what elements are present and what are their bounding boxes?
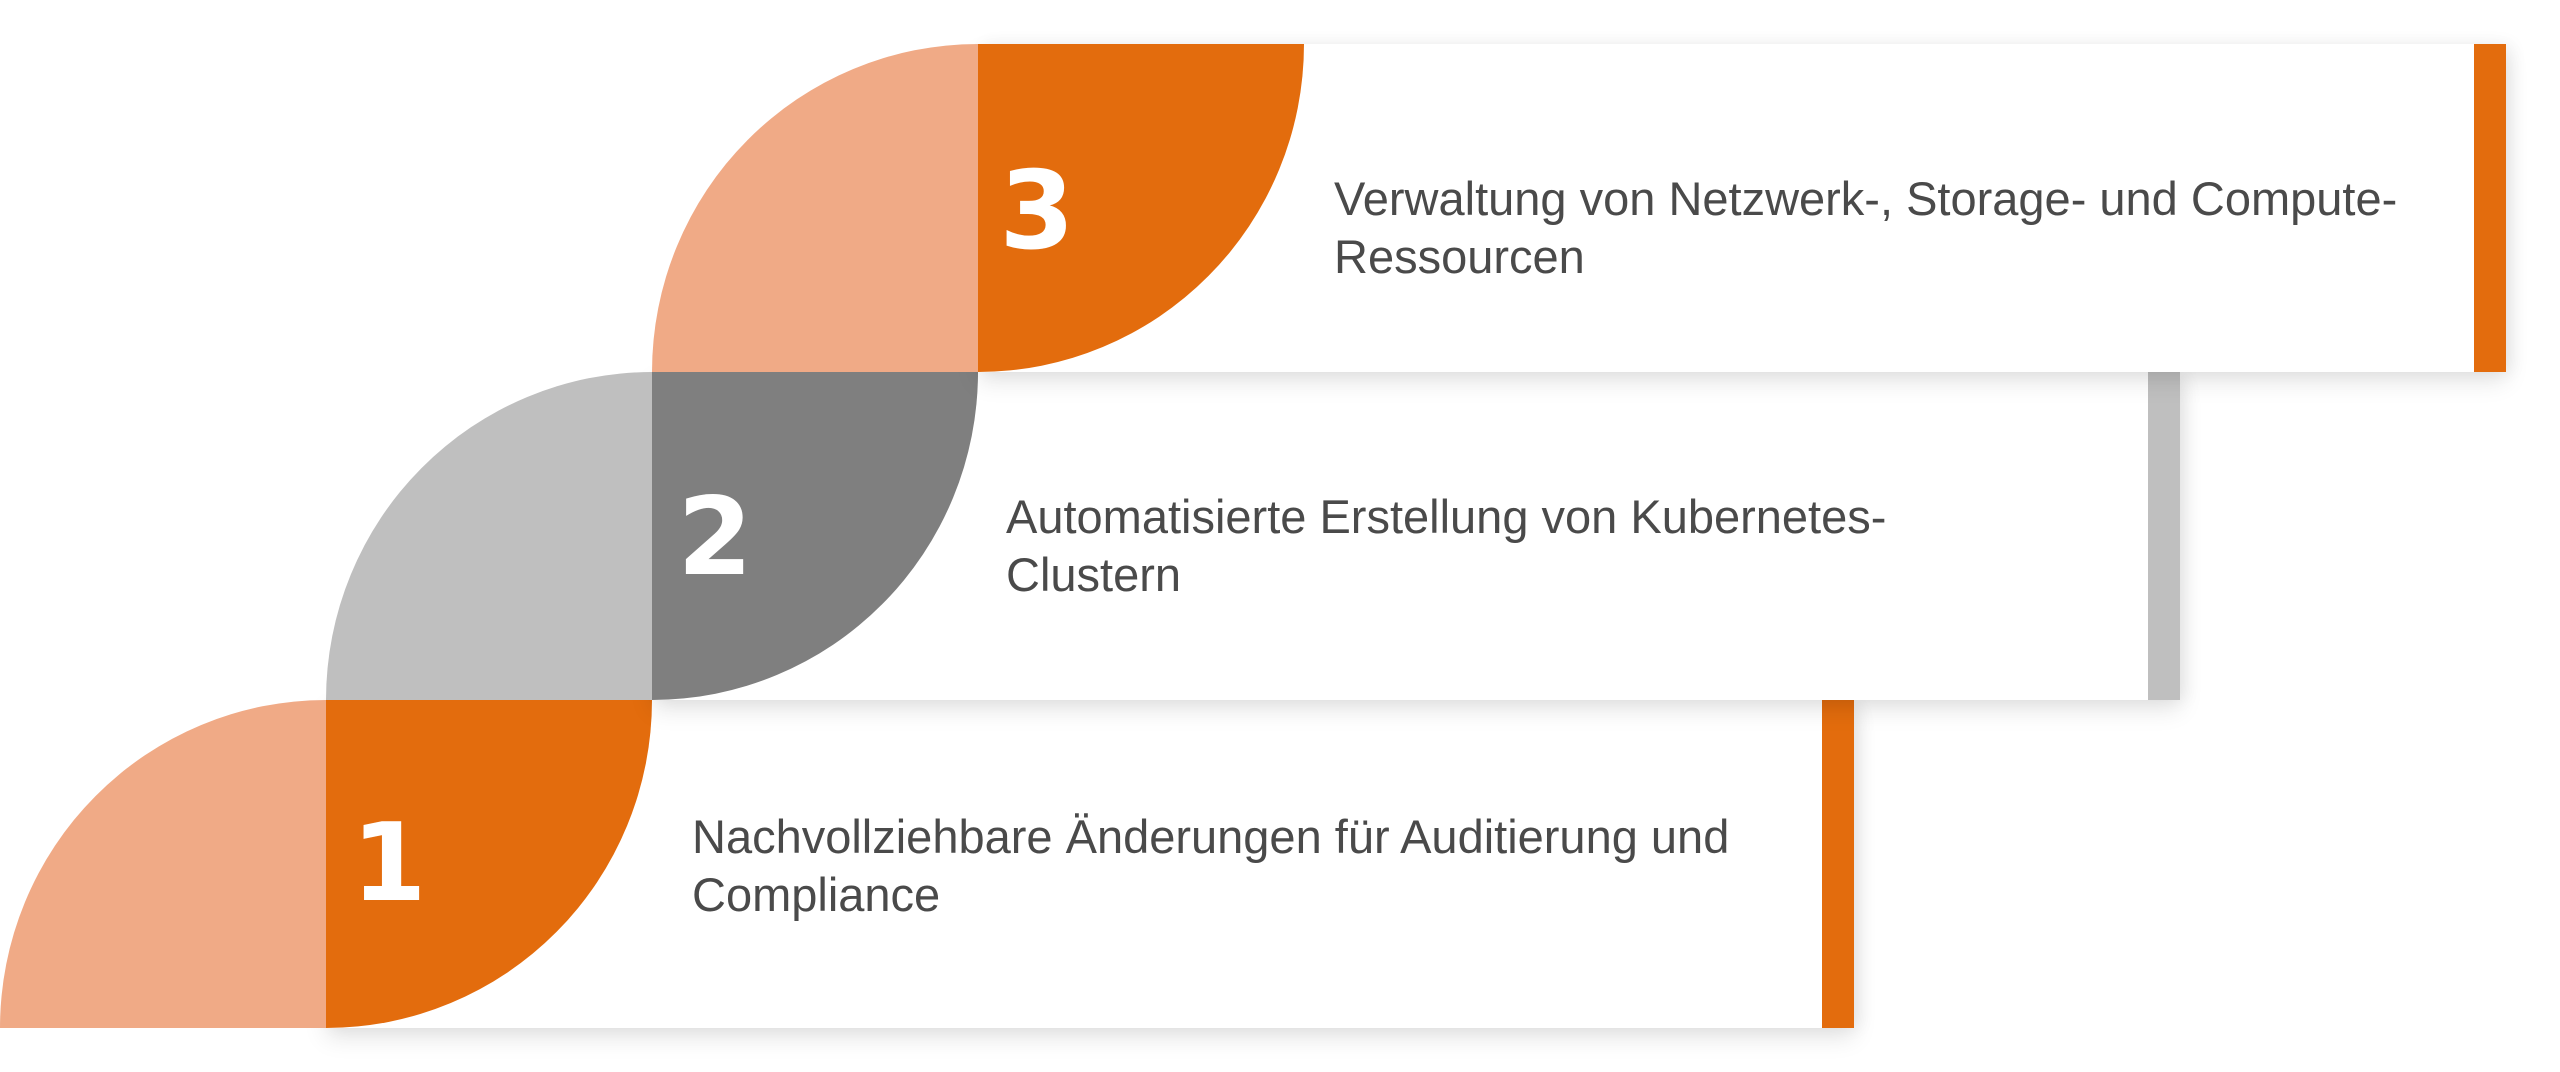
step-3-number: 3 [999, 149, 1075, 274]
step-3-label: Verwaltung von Netzwerk-, Storage- und C… [1334, 172, 2398, 283]
step-1-light-quarter-shape [0, 700, 326, 1028]
step-2-number: 2 [677, 475, 753, 600]
step-3-light-quarter-shape [652, 44, 978, 372]
step-3-accent-bar [2474, 44, 2506, 372]
step-1-accent-bar [1822, 700, 1854, 1028]
step-2-light-quarter-shape [326, 372, 652, 700]
step-2-label: Automatisierte Erstellung von Kubernetes… [1006, 490, 1887, 601]
step-1-label: Nachvollziehbare Änderungen für Auditier… [692, 810, 1730, 921]
step-2-accent-bar [2148, 372, 2180, 700]
step-1-number: 1 [351, 801, 427, 926]
